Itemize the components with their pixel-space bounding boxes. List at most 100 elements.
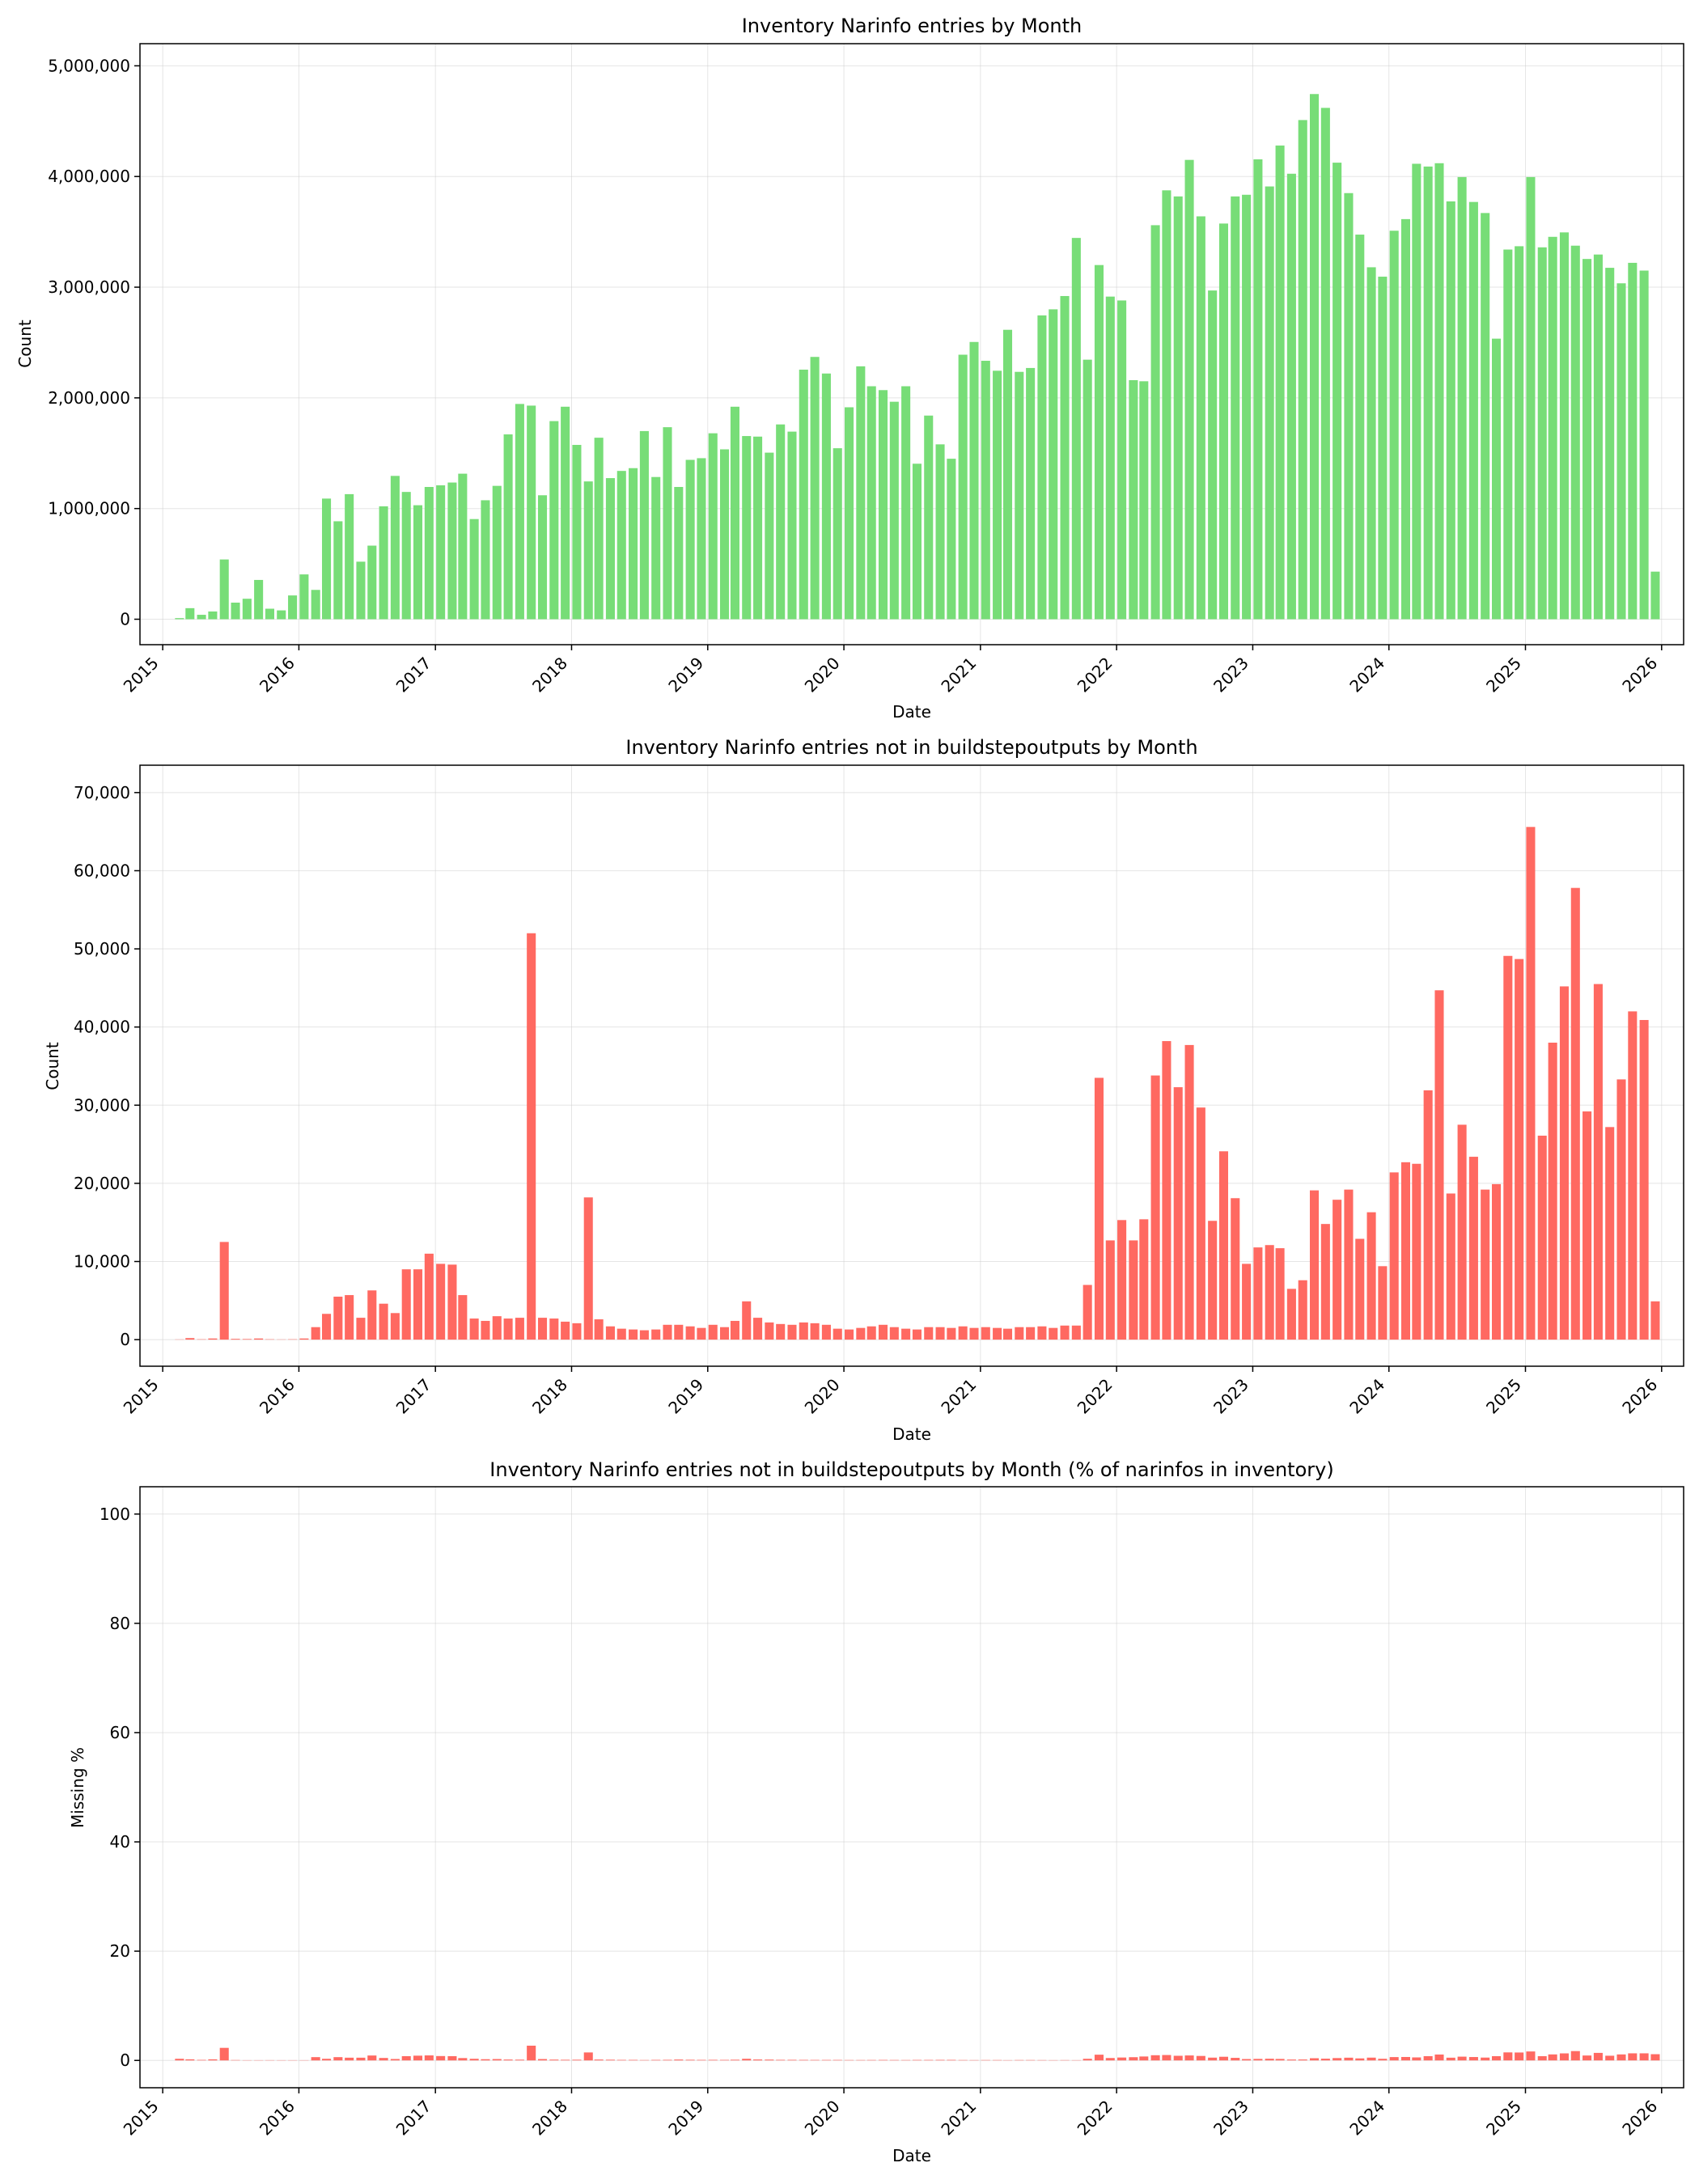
bar xyxy=(1049,1327,1058,1340)
bar xyxy=(1150,1075,1160,1340)
bar xyxy=(537,495,548,620)
bar xyxy=(356,561,366,620)
bar xyxy=(1400,218,1411,620)
bar xyxy=(390,1313,400,1340)
bar xyxy=(447,2055,457,2061)
bar xyxy=(1242,1263,1252,1340)
bar xyxy=(878,390,888,620)
bar xyxy=(356,2057,366,2061)
bar xyxy=(1593,254,1603,620)
bar xyxy=(1196,1107,1205,1340)
y-tick-label: 60,000 xyxy=(74,861,130,880)
bar xyxy=(1208,290,1218,620)
bar xyxy=(185,607,195,620)
bar xyxy=(912,1329,922,1340)
bar xyxy=(1275,2059,1285,2061)
x-tick-label: 2015 xyxy=(120,654,163,696)
bar xyxy=(1037,315,1047,620)
bar xyxy=(1616,283,1626,620)
bar xyxy=(924,2059,934,2061)
bar xyxy=(1457,1124,1467,1340)
bar xyxy=(1515,2052,1524,2061)
bar xyxy=(1650,2054,1660,2061)
bar xyxy=(1605,2055,1615,2061)
bar xyxy=(1298,1280,1307,1340)
bar xyxy=(663,2059,672,2061)
bar xyxy=(413,1269,423,1340)
bar xyxy=(1423,166,1433,620)
bar xyxy=(1037,1326,1047,1340)
bar xyxy=(742,2059,752,2061)
bar xyxy=(1446,2057,1455,2061)
bar xyxy=(594,438,604,620)
bar xyxy=(1129,2057,1138,2061)
bar xyxy=(1049,309,1058,620)
bar xyxy=(458,1295,468,1340)
x-tick-label: 2026 xyxy=(1618,654,1661,696)
bar xyxy=(685,459,695,620)
bar xyxy=(810,1323,820,1340)
bar xyxy=(1400,1162,1411,1340)
bar xyxy=(458,2058,468,2061)
bar xyxy=(1582,1111,1592,1340)
bar xyxy=(810,2059,820,2061)
bar xyxy=(1015,371,1024,620)
bar xyxy=(889,1327,899,1340)
y-axis-label: Count xyxy=(15,320,35,368)
bar xyxy=(1548,1042,1557,1340)
bar xyxy=(924,1327,934,1340)
x-tick-label: 2024 xyxy=(1345,654,1388,696)
bar xyxy=(254,579,264,620)
bar xyxy=(1253,159,1263,620)
bar xyxy=(1184,1044,1194,1340)
bar xyxy=(231,603,240,620)
bar xyxy=(322,498,332,620)
bar xyxy=(708,2059,718,2061)
x-tick-label: 2015 xyxy=(120,2097,163,2140)
bar xyxy=(651,1329,661,1340)
bar xyxy=(1253,2059,1263,2061)
x-tick-label: 2016 xyxy=(256,654,299,696)
bar xyxy=(1355,235,1365,620)
bar xyxy=(1060,1325,1070,1340)
bar xyxy=(1344,193,1354,620)
bar xyxy=(1355,1238,1365,1340)
bar xyxy=(889,401,899,620)
bar xyxy=(1094,2055,1104,2061)
bar xyxy=(912,2059,922,2061)
bar xyxy=(1298,120,1307,620)
bar xyxy=(1002,329,1013,620)
bar xyxy=(1105,1240,1115,1340)
bar xyxy=(583,481,593,620)
bar xyxy=(549,1318,559,1340)
bar xyxy=(1526,176,1536,620)
bar xyxy=(845,407,854,620)
bar xyxy=(311,590,320,620)
y-tick-label: 40 xyxy=(110,1832,130,1852)
bar xyxy=(1242,2059,1252,2061)
bar xyxy=(1537,247,1547,620)
bar xyxy=(1060,295,1070,620)
bar xyxy=(1639,1019,1649,1340)
bar xyxy=(322,2059,332,2061)
bar xyxy=(1275,145,1285,620)
bar xyxy=(231,1339,240,1340)
bar xyxy=(1526,2051,1536,2061)
bar xyxy=(1117,2057,1127,2061)
x-tick-label: 2025 xyxy=(1482,1375,1525,1418)
bar xyxy=(1548,2054,1557,2061)
bar xyxy=(1559,986,1569,1340)
bar xyxy=(1265,186,1274,620)
bar xyxy=(1083,1285,1092,1340)
x-tick-label: 2017 xyxy=(392,1375,435,1418)
bars xyxy=(175,827,1660,1340)
bar xyxy=(1457,176,1467,620)
bar xyxy=(469,2059,479,2061)
bar xyxy=(1570,887,1580,1340)
bar xyxy=(629,2059,638,2061)
bar xyxy=(1446,201,1455,620)
bar xyxy=(833,448,842,620)
bar xyxy=(1537,2055,1547,2061)
bar xyxy=(674,2059,684,2061)
bar xyxy=(492,485,502,620)
